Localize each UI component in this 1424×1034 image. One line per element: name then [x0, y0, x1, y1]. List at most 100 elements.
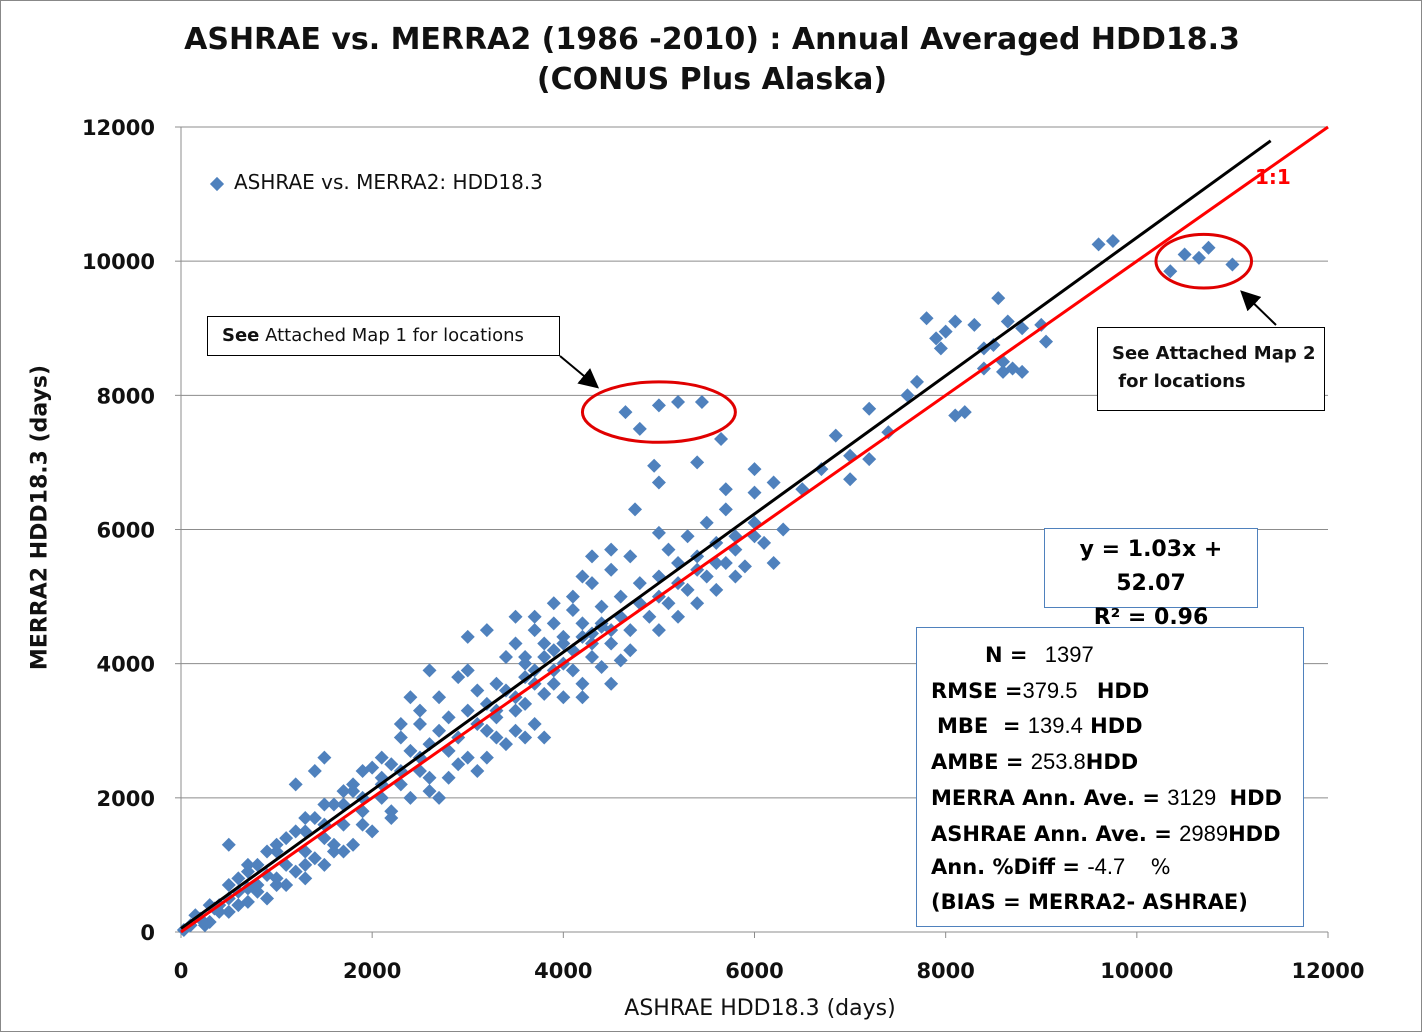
y-tick-label: 4000 [97, 653, 155, 677]
map2-callout-line2: for locations [1112, 371, 1246, 392]
data-point [651, 623, 666, 638]
data-point [489, 676, 504, 691]
data-point [661, 596, 676, 611]
data-point [384, 810, 399, 825]
data-point [527, 717, 542, 732]
data-point [718, 556, 733, 571]
data-point [346, 784, 361, 799]
data-point [508, 609, 523, 624]
data-point [288, 777, 303, 792]
data-point [556, 636, 571, 651]
stat-bias-note: (BIAS = MERRA2- ASHRAE) [931, 890, 1248, 914]
data-point [642, 609, 657, 624]
y-tick-label: 12000 [82, 116, 155, 140]
stat-diff-label: Ann. %Diff = [931, 855, 1081, 879]
y-tick-label: 6000 [97, 519, 155, 543]
data-point [1177, 247, 1192, 262]
data-point [828, 428, 843, 443]
highlight-ellipse [1154, 232, 1254, 290]
data-point [307, 764, 322, 778]
data-point [479, 723, 494, 738]
data-point [231, 871, 246, 886]
data-point [460, 750, 475, 765]
data-point [221, 878, 236, 893]
data-point [632, 576, 647, 591]
legend-label: ASHRAE vs. MERRA2: HDD18.3 [234, 170, 543, 194]
regression-equation: y = 1.03x + 52.07 [1079, 537, 1223, 596]
stat-ashrae-label: ASHRAE Ann. Ave. = [931, 822, 1172, 846]
stat-ashrae-unit: HDD [1228, 822, 1281, 846]
data-point [948, 314, 963, 329]
data-point [632, 421, 647, 436]
data-point [747, 462, 762, 477]
data-point [604, 542, 619, 557]
data-point [451, 670, 466, 685]
stat-ambe-unit: HDD [1085, 750, 1139, 774]
x-tick-label: 0 [174, 959, 189, 983]
map2-arrow [1240, 290, 1277, 326]
data-point [1191, 250, 1206, 265]
data-point [432, 723, 447, 738]
data-point [546, 643, 561, 658]
data-point [441, 770, 456, 785]
map2-callout: See Attached Map 2 for locations [1097, 327, 1325, 411]
stat-merra-unit: HDD [1229, 786, 1282, 810]
data-point [967, 317, 982, 332]
data-point [537, 686, 552, 701]
data-point [240, 864, 255, 879]
data-point [709, 582, 724, 597]
data-point [460, 629, 475, 644]
data-point [862, 452, 877, 467]
data-point [909, 374, 924, 389]
data-point [221, 904, 236, 919]
data-point [647, 458, 662, 473]
data-point [317, 750, 332, 765]
data-point [374, 750, 389, 765]
data-point [470, 683, 485, 698]
data-point [613, 653, 628, 668]
data-point [508, 636, 523, 651]
data-point [776, 522, 791, 537]
data-point [298, 871, 313, 886]
data-point [565, 589, 580, 604]
data-point [384, 757, 399, 772]
data-point [355, 764, 370, 778]
data-point [336, 784, 351, 799]
chart-title: ASHRAE vs. MERRA2 (1986 -2010) : Annual … [184, 22, 1240, 57]
data-point [585, 649, 600, 664]
data-point [250, 857, 265, 872]
data-point [699, 569, 714, 584]
data-point [575, 676, 590, 691]
chart-title-block: ASHRAE vs. MERRA2 (1986 -2010) : Annual … [0, 20, 1424, 100]
data-point [260, 891, 275, 906]
data-point [623, 643, 638, 658]
data-point [527, 609, 542, 624]
data-point [298, 857, 313, 872]
data-point [269, 844, 284, 859]
data-point [594, 660, 609, 675]
data-point [422, 784, 437, 799]
data-point [1000, 314, 1015, 329]
data-point [728, 569, 743, 584]
x-tick-label: 10000 [1100, 959, 1173, 983]
data-point [250, 878, 265, 893]
data-point [317, 797, 332, 812]
map1-callout: See Attached Map 1 for locations [207, 316, 560, 356]
stat-rmse-value: 379.5 [1022, 678, 1078, 703]
data-point [737, 559, 752, 574]
data-point [948, 408, 963, 423]
data-point [628, 502, 643, 517]
y-tick-label: 10000 [82, 250, 155, 274]
data-point [546, 676, 561, 691]
data-point [336, 844, 351, 859]
data-point [288, 824, 303, 839]
data-point [422, 770, 437, 785]
data-point [929, 331, 944, 346]
statistics-box: N = 1397 RMSE =379.5 HDD MBE = 139.4 HDD… [916, 627, 1304, 927]
data-point [527, 623, 542, 638]
data-point [565, 663, 580, 678]
data-point [546, 616, 561, 631]
stat-diff-unit: % [1150, 855, 1171, 879]
x-tick-label: 8000 [916, 959, 974, 983]
stat-ambe-value: 253.8 [1030, 749, 1086, 774]
